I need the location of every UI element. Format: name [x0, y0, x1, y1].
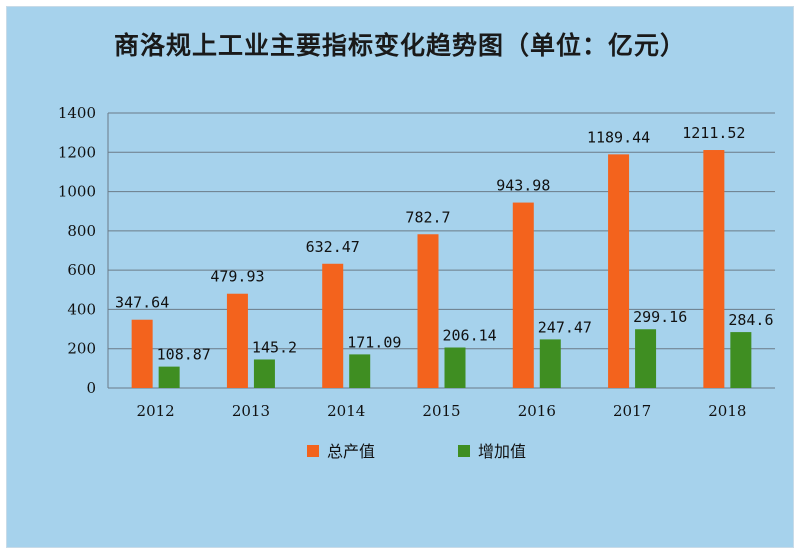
chart-panel [6, 6, 794, 548]
y-tick-label: 800 [67, 222, 96, 240]
y-tick-label: 0 [86, 379, 96, 397]
x-tick-label: 2015 [422, 402, 460, 420]
x-tick-label: 2013 [232, 402, 270, 420]
data-label-value-added: 108.87 [157, 346, 211, 364]
bar-value-added [635, 329, 657, 388]
y-tick-label: 400 [67, 300, 96, 318]
legend-label-value-added: 增加值 [478, 442, 526, 461]
bar-gross-output [703, 150, 725, 388]
bar-value-added [253, 359, 275, 388]
data-label-gross-output: 632.47 [306, 238, 360, 256]
bar-gross-output [608, 154, 630, 388]
x-tick-label: 2016 [518, 402, 556, 420]
y-tick-label: 200 [67, 340, 96, 358]
bar-gross-output [417, 234, 439, 388]
x-tick-label: 2017 [613, 402, 651, 420]
x-tick-label: 2014 [327, 402, 365, 420]
bar-gross-output [226, 293, 248, 388]
bar-value-added [539, 339, 561, 388]
data-label-value-added: 145.2 [252, 338, 297, 356]
bar-value-added [158, 366, 180, 388]
legend-swatch-value-added [458, 445, 470, 457]
data-label-value-added: 284.6 [728, 311, 773, 329]
data-label-gross-output: 943.98 [496, 177, 550, 195]
y-tick-label: 1400 [58, 104, 96, 122]
y-tick-label: 1200 [58, 143, 96, 161]
y-tick-label: 1000 [58, 183, 96, 201]
bar-value-added [730, 332, 752, 388]
legend-swatch-gross-output [307, 445, 319, 457]
data-label-value-added: 247.47 [538, 318, 592, 336]
bar-value-added [444, 347, 466, 388]
data-label-gross-output: 347.64 [115, 294, 169, 312]
bar-gross-output [131, 319, 153, 388]
data-label-gross-output: 782.7 [405, 208, 450, 226]
x-tick-label: 2012 [137, 402, 175, 420]
bar-gross-output [512, 202, 534, 388]
data-label-gross-output: 1189.44 [587, 128, 650, 146]
data-label-value-added: 299.16 [633, 308, 687, 326]
legend-label-gross-output: 总产值 [327, 442, 375, 461]
y-tick-label: 600 [67, 261, 96, 279]
bar-gross-output [322, 263, 344, 388]
data-label-value-added: 171.09 [347, 333, 401, 351]
x-tick-label: 2018 [708, 402, 746, 420]
bar-value-added [349, 354, 371, 388]
data-label-gross-output: 479.93 [210, 268, 264, 286]
data-label-value-added: 206.14 [443, 327, 497, 345]
chart-title: 商洛规上工业主要指标变化趋势图（单位：亿元） [113, 31, 686, 60]
data-label-gross-output: 1211.52 [682, 124, 745, 142]
